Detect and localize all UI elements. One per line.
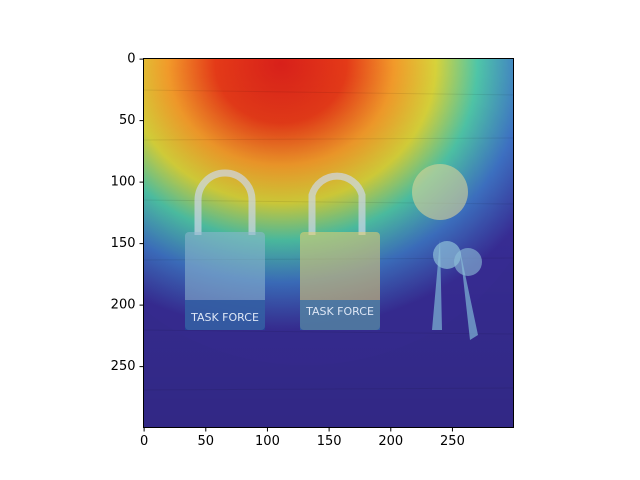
x-tick-label: 200 xyxy=(378,434,403,449)
image: TASK FORCE TASK FORCE xyxy=(143,58,514,428)
y-tick-label: 100 xyxy=(111,175,136,190)
y-tick-label: 200 xyxy=(111,298,136,313)
x-tick-label: 50 xyxy=(198,434,215,449)
y-tick-label: 50 xyxy=(119,113,136,128)
x-tick-label: 0 xyxy=(140,434,148,449)
x-tick-label: 250 xyxy=(440,434,465,449)
image-text: TASK FORCE xyxy=(305,305,374,318)
y-tick-label: 0 xyxy=(127,52,135,67)
x-tick-label: 150 xyxy=(317,434,342,449)
x-tick-label: 100 xyxy=(255,434,280,449)
y-tick-label: 150 xyxy=(111,236,136,251)
image-text: TASK FORCE xyxy=(190,311,259,324)
axes-frame xyxy=(143,58,514,428)
y-tick-label: 250 xyxy=(111,359,136,374)
